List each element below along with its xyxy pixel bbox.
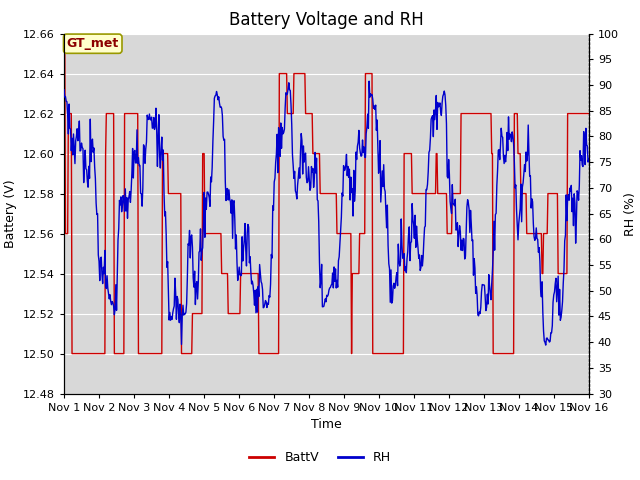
X-axis label: Time: Time <box>311 418 342 431</box>
Y-axis label: RH (%): RH (%) <box>625 192 637 236</box>
Bar <box>134 34 204 394</box>
Bar <box>274 34 344 394</box>
Bar <box>484 34 554 394</box>
Bar <box>344 34 414 394</box>
Bar <box>64 34 134 394</box>
Y-axis label: Battery (V): Battery (V) <box>4 180 17 248</box>
Legend: BattV, RH: BattV, RH <box>244 446 396 469</box>
Bar <box>414 34 484 394</box>
Text: GT_met: GT_met <box>67 37 119 50</box>
Title: Battery Voltage and RH: Battery Voltage and RH <box>229 11 424 29</box>
Bar <box>554 34 589 394</box>
Bar <box>204 34 274 394</box>
